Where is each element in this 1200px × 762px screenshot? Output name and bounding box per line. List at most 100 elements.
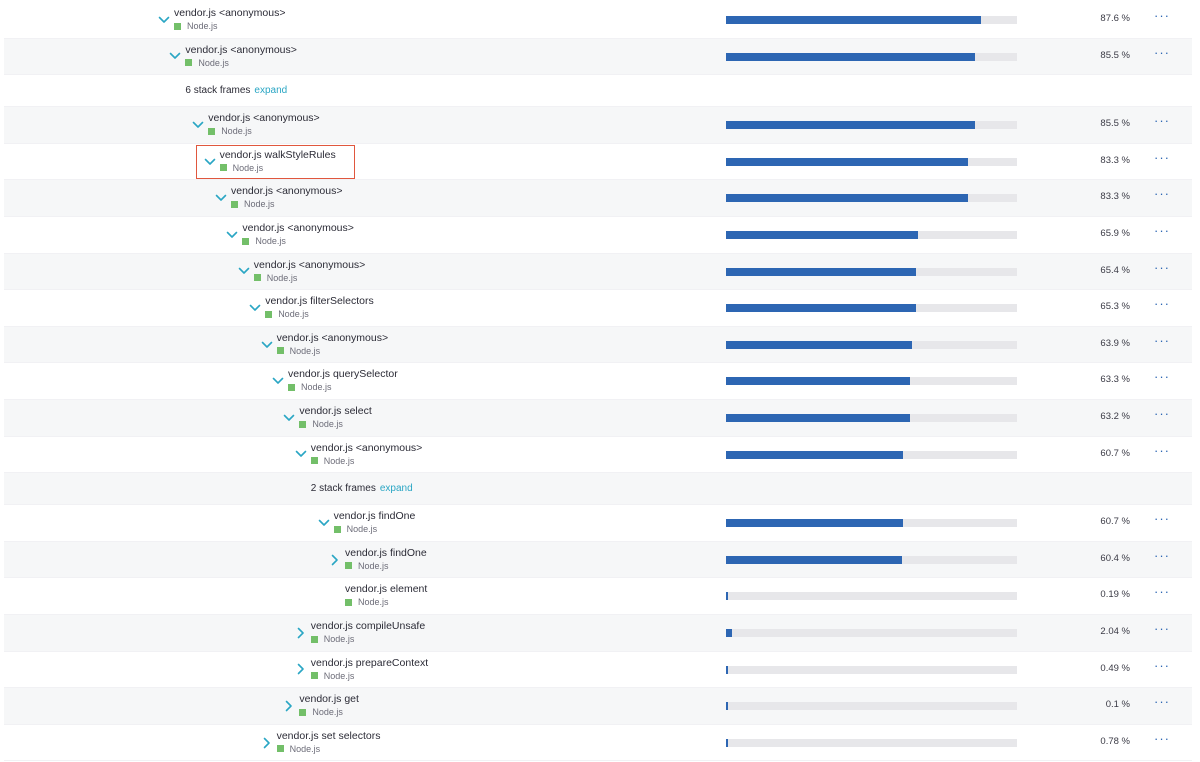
more-horizontal-icon[interactable]: ··· [1154,223,1170,238]
node-js-icon [333,525,341,533]
more-horizontal-icon[interactable]: ··· [1154,8,1170,23]
chevron-down-icon[interactable] [236,254,252,290]
function-name: vendor.js <anonymous> [242,222,354,234]
node-js-icon [185,59,193,67]
more-horizontal-icon[interactable]: ··· [1154,442,1170,458]
technology-name: Node.js [289,743,321,754]
percentage-value: 63.9 % [1100,337,1130,349]
more-horizontal-icon[interactable]: ··· [1154,406,1170,421]
chevron-right-icon[interactable] [281,688,297,724]
more-horizontal-icon[interactable]: ··· [1154,149,1170,165]
node-js-icon [174,22,181,30]
node-js-icon [310,457,318,465]
chevron-down-icon[interactable] [293,437,309,473]
percentage-value: 85.5 % [1100,118,1130,130]
node-js-icon [345,598,352,606]
more-horizontal-icon[interactable]: ··· [1154,657,1170,673]
percentage-value: 83.3 % [1100,154,1130,166]
percentage-bar-fill [726,665,728,674]
more-horizontal-icon[interactable]: ··· [1154,113,1170,129]
percentage-bar-fill [726,267,917,276]
percentage-bar-fill [726,340,912,349]
percentage-bar-fill [726,377,911,386]
technology-name: Node.js [198,57,229,68]
chevron-down-icon[interactable] [224,217,240,253]
chevron-down-icon[interactable] [202,144,218,180]
chevron-down-icon[interactable] [190,107,206,143]
technology-label: Node.js [333,523,377,535]
technology-label: Node.js [208,125,252,137]
technology-label: Node.js [345,596,389,608]
technology-label: Node.js [231,198,275,210]
chevron-down-icon[interactable] [259,327,275,363]
expand-link[interactable]: expand [254,85,288,97]
stack-frame-row: vendor.js querySelector Node.js 63.3 % ··· [4,363,1192,400]
percentage-bar [726,665,1017,674]
more-horizontal-icon[interactable]: ··· [1154,694,1170,710]
node-js-icon [276,745,284,753]
percentage-bar [726,157,1017,166]
technology-name: Node.js [187,21,218,31]
stack-frame-row: vendor.js set selectors Node.js 0.78 % ··· [4,724,1192,762]
chevron-down-icon[interactable] [316,505,332,541]
node-js-icon [310,672,318,680]
technology-label: Node.js [265,308,309,320]
more-horizontal-icon[interactable]: ··· [1154,332,1170,348]
technology-name: Node.js [244,199,275,210]
percentage-value: 87.6 % [1100,13,1130,24]
function-name: vendor.js filterSelectors [265,295,374,308]
more-horizontal-icon[interactable]: ··· [1154,369,1170,385]
function-name: vendor.js querySelector [288,368,398,381]
percentage-bar-fill [726,738,729,747]
percentage-value: 2.04 % [1100,626,1130,637]
stack-frame-row: vendor.js <anonymous> Node.js 65.4 % ··· [4,253,1192,291]
chevron-down-icon[interactable] [270,363,286,399]
more-horizontal-icon[interactable]: ··· [1154,296,1170,312]
percentage-bar-fill [726,157,969,166]
technology-label: Node.js [276,743,321,755]
chevron-down-icon[interactable] [213,180,229,216]
more-horizontal-icon[interactable]: ··· [1154,511,1170,527]
more-horizontal-icon[interactable]: ··· [1154,259,1170,275]
node-js-icon [253,274,261,282]
technology-name: Node.js [255,236,286,246]
function-name: vendor.js findOne [333,510,416,523]
chevron-down-icon[interactable] [167,39,183,75]
chevron-right-icon[interactable] [293,652,309,688]
chevron-down-icon[interactable] [156,2,172,38]
percentage-bar [726,194,1017,203]
technology-label: Node.js [174,20,218,32]
stack-frame-row: vendor.js <anonymous> Node.js 60.7 % ··· [4,436,1192,474]
node-js-icon [231,200,238,208]
technology-name: Node.js [266,272,298,283]
chevron-right-icon[interactable] [259,725,275,761]
percentage-value: 60.7 % [1100,447,1130,459]
chevron-right-icon[interactable] [327,542,343,578]
percentage-bar-fill [726,555,902,564]
percentage-bar [726,592,1017,601]
more-horizontal-icon[interactable]: ··· [1154,547,1170,563]
more-horizontal-icon[interactable]: ··· [1154,584,1170,600]
more-horizontal-icon[interactable]: ··· [1154,730,1170,746]
percentage-bar-fill [726,450,903,459]
more-horizontal-icon[interactable]: ··· [1154,621,1170,636]
chevron-down-icon[interactable] [281,400,297,436]
expand-link[interactable]: expand [379,483,413,495]
technology-name: Node.js [358,597,389,608]
chevron-down-icon[interactable] [247,290,263,326]
technology-label: Node.js [310,670,355,682]
function-name: vendor.js set selectors [276,729,381,742]
more-horizontal-icon[interactable]: ··· [1154,186,1170,202]
percentage-value: 65.9 % [1100,228,1130,239]
percentage-bar-fill [726,592,728,601]
function-name: vendor.js <anonymous> [208,112,320,125]
node-js-icon [299,708,307,716]
percentage-value: 65.4 % [1100,264,1130,276]
chevron-right-icon[interactable] [293,615,309,651]
function-name: vendor.js <anonymous> [276,331,389,344]
percentage-value: 63.2 % [1100,411,1130,422]
technology-name: Node.js [301,382,332,393]
more-horizontal-icon[interactable]: ··· [1154,44,1170,60]
technology-name: Node.js [323,670,355,681]
stack-frame-row: vendor.js element Node.js 0.19 % ··· [4,578,1192,615]
